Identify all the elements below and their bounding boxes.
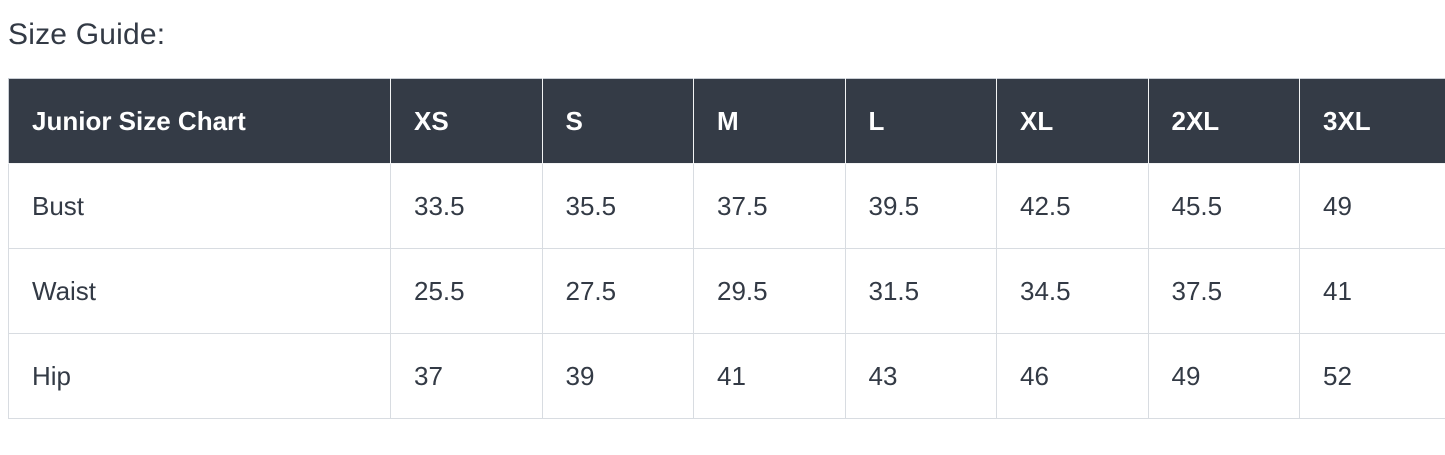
size-header-l: L [845, 78, 997, 164]
measurement-value: 39.5 [844, 163, 997, 249]
measurement-value: 42.5 [996, 163, 1149, 249]
measurement-value: 45.5 [1147, 163, 1300, 249]
measurement-value: 52 [1299, 333, 1445, 419]
measurement-label: Hip [8, 333, 391, 419]
table-row-bust: Bust 33.5 35.5 37.5 39.5 42.5 45.5 49 [8, 163, 1445, 249]
measurement-value: 33.5 [390, 163, 543, 249]
measurement-label: Waist [8, 248, 391, 334]
measurement-value: 34.5 [996, 248, 1149, 334]
size-chart-name-header: Junior Size Chart [8, 78, 391, 164]
measurement-value: 49 [1299, 163, 1445, 249]
measurement-value: 43 [844, 333, 997, 419]
measurement-value: 37.5 [693, 163, 846, 249]
measurement-value: 41 [693, 333, 846, 419]
size-header-s: S [542, 78, 694, 164]
size-header-xl: XL [996, 78, 1149, 164]
size-header-xs: XS [390, 78, 543, 164]
junior-size-chart-table: Junior Size Chart XS S M L XL 2XL 3XL Bust 33.5… [8, 78, 1445, 419]
measurement-value: 41 [1299, 248, 1445, 334]
size-chart-header-row: Junior Size Chart XS S M L XL 2XL 3XL [8, 78, 1445, 164]
measurement-value: 37 [390, 333, 543, 419]
measurement-value: 27.5 [541, 248, 694, 334]
size-header-m: M [693, 78, 846, 164]
measurement-value: 37.5 [1147, 248, 1300, 334]
size-header-2xl: 2XL [1148, 78, 1300, 164]
measurement-value: 25.5 [390, 248, 543, 334]
measurement-value: 35.5 [541, 163, 694, 249]
measurement-label: Bust [8, 163, 391, 249]
measurement-value: 29.5 [693, 248, 846, 334]
measurement-value: 49 [1147, 333, 1300, 419]
table-row-waist: Waist 25.5 27.5 29.5 31.5 34.5 37.5 41 [8, 248, 1445, 334]
measurement-value: 39 [541, 333, 694, 419]
size-guide-title: Size Guide: [8, 18, 166, 51]
table-row-hip: Hip 37 39 41 43 46 49 52 [8, 333, 1445, 419]
measurement-value: 46 [996, 333, 1149, 419]
measurement-value: 31.5 [844, 248, 997, 334]
size-header-3xl: 3XL [1299, 78, 1445, 164]
